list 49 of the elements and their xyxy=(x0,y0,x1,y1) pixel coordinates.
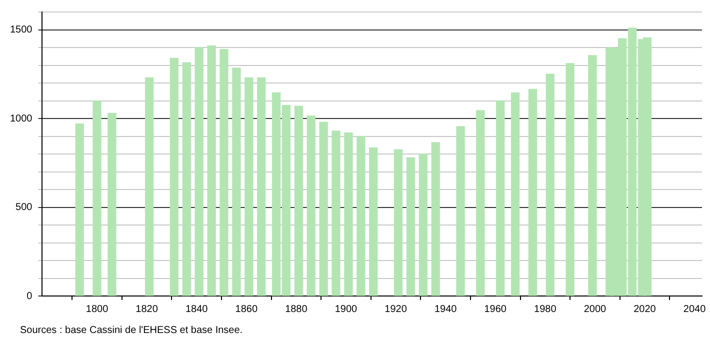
bar xyxy=(182,62,191,296)
bar xyxy=(306,116,316,296)
x-tick-label: 1840 xyxy=(185,304,208,315)
x-tick-label: 1800 xyxy=(86,304,109,315)
bar xyxy=(108,112,116,296)
x-tick-label: 1900 xyxy=(334,304,358,315)
source-note: Sources : base Cassini de l'EHESS et base Insee. xyxy=(20,325,243,336)
bar xyxy=(476,110,485,296)
x-tick-label: 2040 xyxy=(683,304,706,315)
bar xyxy=(257,77,266,296)
x-tick-label: 1980 xyxy=(534,304,557,315)
bar xyxy=(394,149,403,296)
bar xyxy=(510,92,520,296)
bar xyxy=(332,130,340,296)
x-tick-label: 2020 xyxy=(634,304,656,315)
bar xyxy=(319,122,328,296)
bar xyxy=(207,45,216,296)
bar xyxy=(456,126,465,296)
x-tick-label: 1920 xyxy=(384,304,408,315)
bar xyxy=(356,136,366,296)
bar xyxy=(244,77,254,296)
bar xyxy=(220,48,228,296)
x-tick-label: 1940 xyxy=(434,304,458,315)
bar xyxy=(92,100,102,296)
bar xyxy=(344,132,353,296)
bar xyxy=(170,58,179,296)
bar xyxy=(294,106,304,296)
x-tick-label: 1880 xyxy=(285,304,308,315)
bar xyxy=(144,77,154,296)
bar xyxy=(369,147,378,296)
y-tick-label: 500 xyxy=(16,202,33,213)
bar xyxy=(232,68,241,296)
bar xyxy=(418,154,428,296)
bar xyxy=(496,100,505,296)
x-tick-label: 2000 xyxy=(584,304,607,315)
y-tick-label: 0 xyxy=(26,290,33,302)
bar xyxy=(431,142,440,296)
y-tick-label: 1500 xyxy=(10,24,33,36)
x-tick-label: 1820 xyxy=(136,304,158,315)
bar xyxy=(588,55,597,296)
bar xyxy=(566,63,574,296)
bar xyxy=(194,47,204,296)
bar xyxy=(546,74,554,296)
y-tick-label: 1000 xyxy=(10,113,33,124)
bar xyxy=(406,157,416,296)
bar xyxy=(75,123,84,296)
bar xyxy=(528,88,538,296)
x-tick-label: 1960 xyxy=(484,304,507,315)
x-tick-label: 1860 xyxy=(235,304,258,315)
